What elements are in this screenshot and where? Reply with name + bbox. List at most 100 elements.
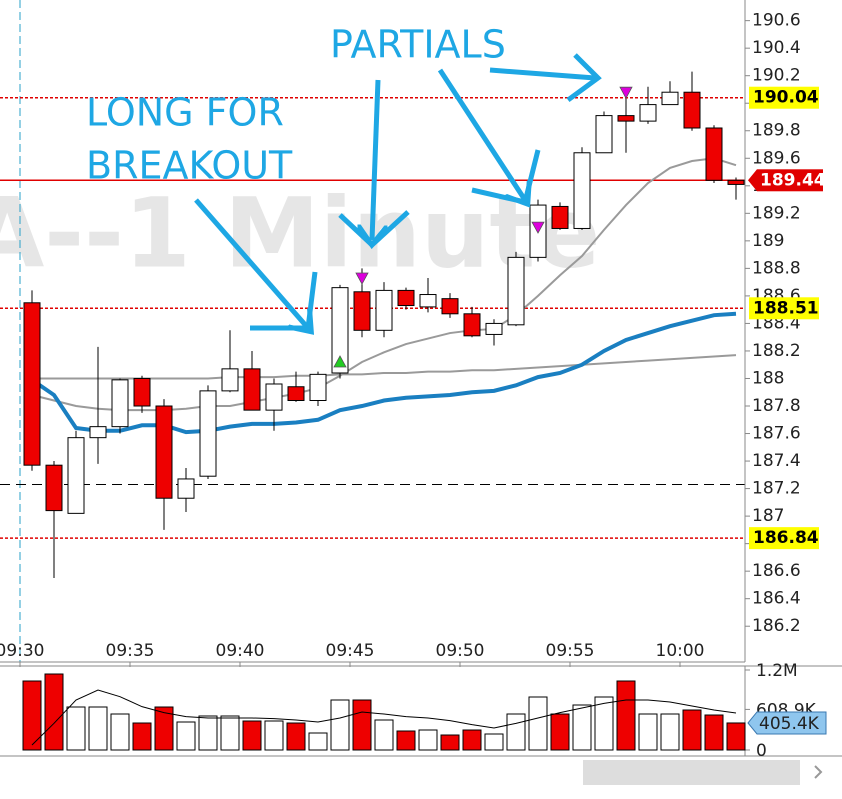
price-label: 189.44 (760, 170, 826, 190)
volume-bar (242, 720, 262, 751)
x-tick-label: 10:00 (656, 641, 705, 661)
volume-bar (66, 706, 86, 751)
candle-body (661, 91, 679, 106)
moving-average (30, 311, 737, 435)
y-tick-label: 189.2 (752, 203, 801, 223)
volume-bar (176, 721, 196, 751)
volume-bar (440, 734, 460, 751)
volume-bar (308, 732, 328, 751)
volume-label-bg (747, 711, 827, 735)
candle-body (309, 373, 327, 402)
candle-body (133, 377, 151, 407)
y-tick-label: 187.6 (752, 424, 801, 444)
y-tick-label: 187.2 (752, 479, 801, 499)
candle-body (507, 256, 525, 326)
volume-bar (198, 715, 218, 751)
volume-bar (462, 729, 482, 751)
x-tick-label: 09:50 (436, 641, 485, 661)
arrow (194, 198, 308, 328)
scrollbar-thumb[interactable] (583, 760, 800, 785)
candle-body (551, 205, 569, 229)
price-label: 190.04 (753, 88, 819, 108)
candle-body (287, 386, 305, 402)
arrow (437, 68, 525, 200)
candle-body (375, 289, 393, 331)
candle-body (155, 405, 173, 499)
price-label-bg (749, 86, 819, 109)
y-tick-label: 187.8 (752, 396, 801, 416)
scroll-arrow[interactable] (814, 765, 823, 779)
volume-bar (110, 713, 130, 751)
y-tick-label: 190.6 (752, 11, 801, 31)
volume-bar (396, 730, 416, 751)
price-label: 188.51 (753, 298, 819, 318)
candle-body (705, 127, 723, 181)
candle-body (23, 302, 41, 466)
y-tick-label: 190.4 (752, 38, 801, 58)
candle-body (111, 379, 129, 428)
candle-body (485, 322, 503, 335)
volume-bar (660, 713, 680, 751)
volume-bar (704, 714, 724, 751)
volume-bar (330, 699, 350, 751)
volume-bar (726, 722, 746, 751)
volume-bar (506, 713, 526, 751)
signal-marker (333, 355, 347, 368)
volume-bar (44, 673, 64, 751)
price-label-bg (749, 527, 819, 550)
volume-tick-label: 0 (756, 741, 767, 761)
y-tick-label: 188 (752, 368, 784, 388)
volume-bar (572, 704, 592, 751)
candle-body (221, 368, 239, 392)
candle-body (243, 368, 261, 411)
y-tick-label: 188.8 (752, 258, 801, 278)
arrow (471, 149, 541, 205)
price-label-arrow (748, 169, 757, 192)
candle-body (89, 426, 107, 439)
volume-bar (550, 713, 570, 751)
volume-bar (264, 720, 284, 751)
x-tick-label: 09:40 (216, 641, 265, 661)
price-label: 186.84 (753, 528, 819, 548)
candle-body (573, 152, 591, 229)
volume-label: 405.4K (759, 714, 820, 734)
candle-body (67, 437, 85, 514)
candle-body (177, 478, 195, 499)
y-tick-label: 186.4 (752, 589, 801, 609)
volume-bar (88, 706, 108, 751)
candle-body (199, 390, 217, 477)
arrow (489, 67, 596, 81)
annotation: PARTIALS (330, 23, 506, 67)
y-tick-label: 186.6 (752, 561, 801, 581)
volume-bar (286, 722, 306, 751)
x-tick-label: 09:45 (326, 641, 375, 661)
x-tick-label: 09:35 (106, 641, 155, 661)
price-label-bg (749, 297, 819, 320)
candle-body (45, 464, 63, 512)
arrow (372, 79, 378, 240)
y-tick-label: 189 (752, 231, 784, 251)
volume-bar (418, 729, 438, 751)
volume-bar (220, 715, 240, 751)
volume-bar (616, 680, 636, 751)
x-tick-label: 09:55 (546, 641, 595, 661)
volume-bar (154, 706, 174, 751)
signal-marker (355, 272, 369, 285)
arrows (194, 53, 602, 331)
volume-bar (528, 696, 548, 751)
volume-bar (682, 709, 702, 751)
moving-average (31, 157, 737, 412)
volume-bar (594, 696, 614, 751)
candle-body (639, 104, 657, 122)
volume-bar (352, 699, 372, 751)
price-label-bg (757, 169, 823, 192)
y-tick-label: 187.4 (752, 451, 801, 471)
y-tick-label: 189.8 (752, 121, 801, 141)
arrow (250, 271, 318, 331)
candle-body (265, 383, 283, 411)
volume-average (31, 689, 737, 746)
candle-body (727, 179, 745, 185)
y-tick-label: 187 (752, 506, 784, 526)
candle-body (331, 287, 349, 374)
